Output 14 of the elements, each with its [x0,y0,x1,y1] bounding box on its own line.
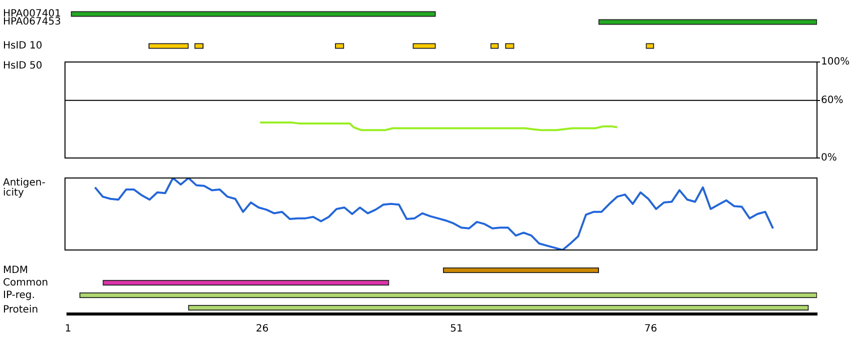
y-tick-label: Common [3,277,48,288]
x-tick-label: 26 [256,324,269,335]
x-tick-label: 1 [64,324,72,335]
y-tick-label: 60% [821,94,844,106]
y-tick-label: MDM [3,264,28,276]
y-tick-label: 0% [821,152,837,164]
y-tick-label: IP-reg. [3,290,35,301]
x-tick-label: 76 [644,324,658,335]
x-tick-label: 51 [450,324,463,335]
y-tick-label: 100% [821,56,850,68]
y-tick-label: HsID 10 [3,40,42,52]
x-axis-title: Protein [3,304,38,316]
text: HsID 50 [3,60,42,72]
y-axis-title: Antigen-icity [3,178,46,199]
